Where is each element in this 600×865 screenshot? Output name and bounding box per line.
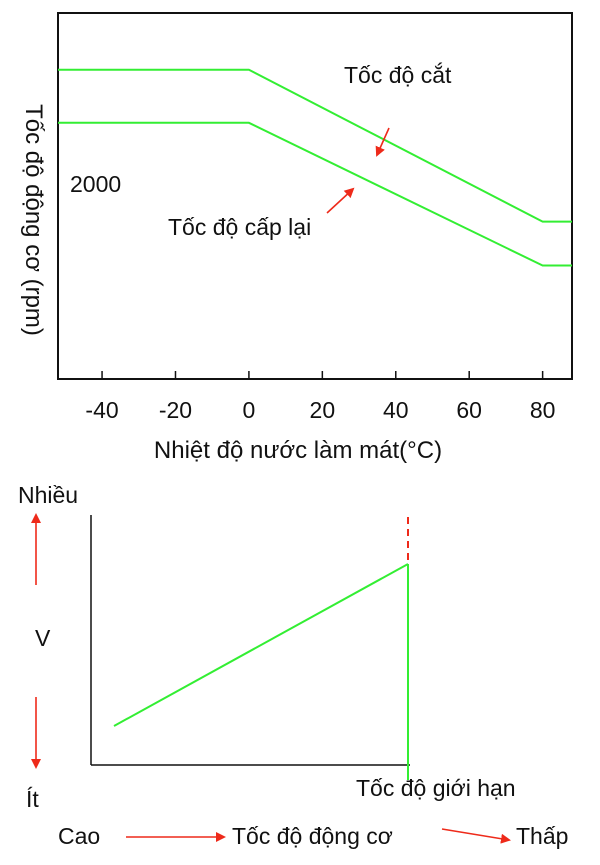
top-chart: -40 -20 0 20 40 60 80 Tốc độ động cơ (rpm) Nhi…	[20, 12, 573, 464]
v-speed-line	[113, 563, 409, 727]
limit-speed-label: Tốc độ giới hạn	[356, 775, 516, 801]
top-y-axis-label: Tốc độ động cơ (rpm)	[20, 104, 47, 336]
y-top-label: Nhiều	[18, 482, 78, 508]
resume-speed-label: Tốc độ cấp lại	[168, 214, 311, 240]
cut-speed-label: Tốc độ cắt	[344, 62, 452, 88]
cut-speed-arrow	[375, 127, 390, 157]
x-tick-label: 60	[456, 397, 482, 423]
y-value-2000-label: 2000	[70, 171, 121, 197]
right-arrow-icon-2	[441, 828, 511, 844]
x-tick-label: 40	[383, 397, 409, 423]
top-x-axis-label: Nhiệt độ nước làm mát(°C)	[154, 437, 442, 464]
x-tick-label: 80	[530, 397, 556, 423]
x-right-label: Thấp	[516, 823, 568, 849]
top-plot-frame	[57, 12, 573, 380]
engine-speed-label: Tốc độ động cơ	[232, 823, 393, 849]
cut-speed-line	[58, 68, 572, 223]
resume-speed-arrow	[326, 187, 355, 214]
top-x-ticks: -40 -20 0 20 40 60 80	[85, 371, 555, 423]
x-tick-label: -20	[159, 397, 192, 423]
bottom-chart: Nhiều V Ít Tốc độ giới hạn Cao Tốc độ độ…	[18, 482, 568, 849]
top-series	[58, 68, 572, 267]
x-tick-label: 20	[310, 397, 336, 423]
x-tick-label: 0	[243, 397, 256, 423]
x-tick-label: -40	[85, 397, 118, 423]
y-bottom-label: Ít	[26, 786, 39, 812]
x-left-label: Cao	[58, 823, 100, 849]
resume-speed-line	[58, 121, 572, 267]
v-axis-label: V	[35, 625, 51, 651]
